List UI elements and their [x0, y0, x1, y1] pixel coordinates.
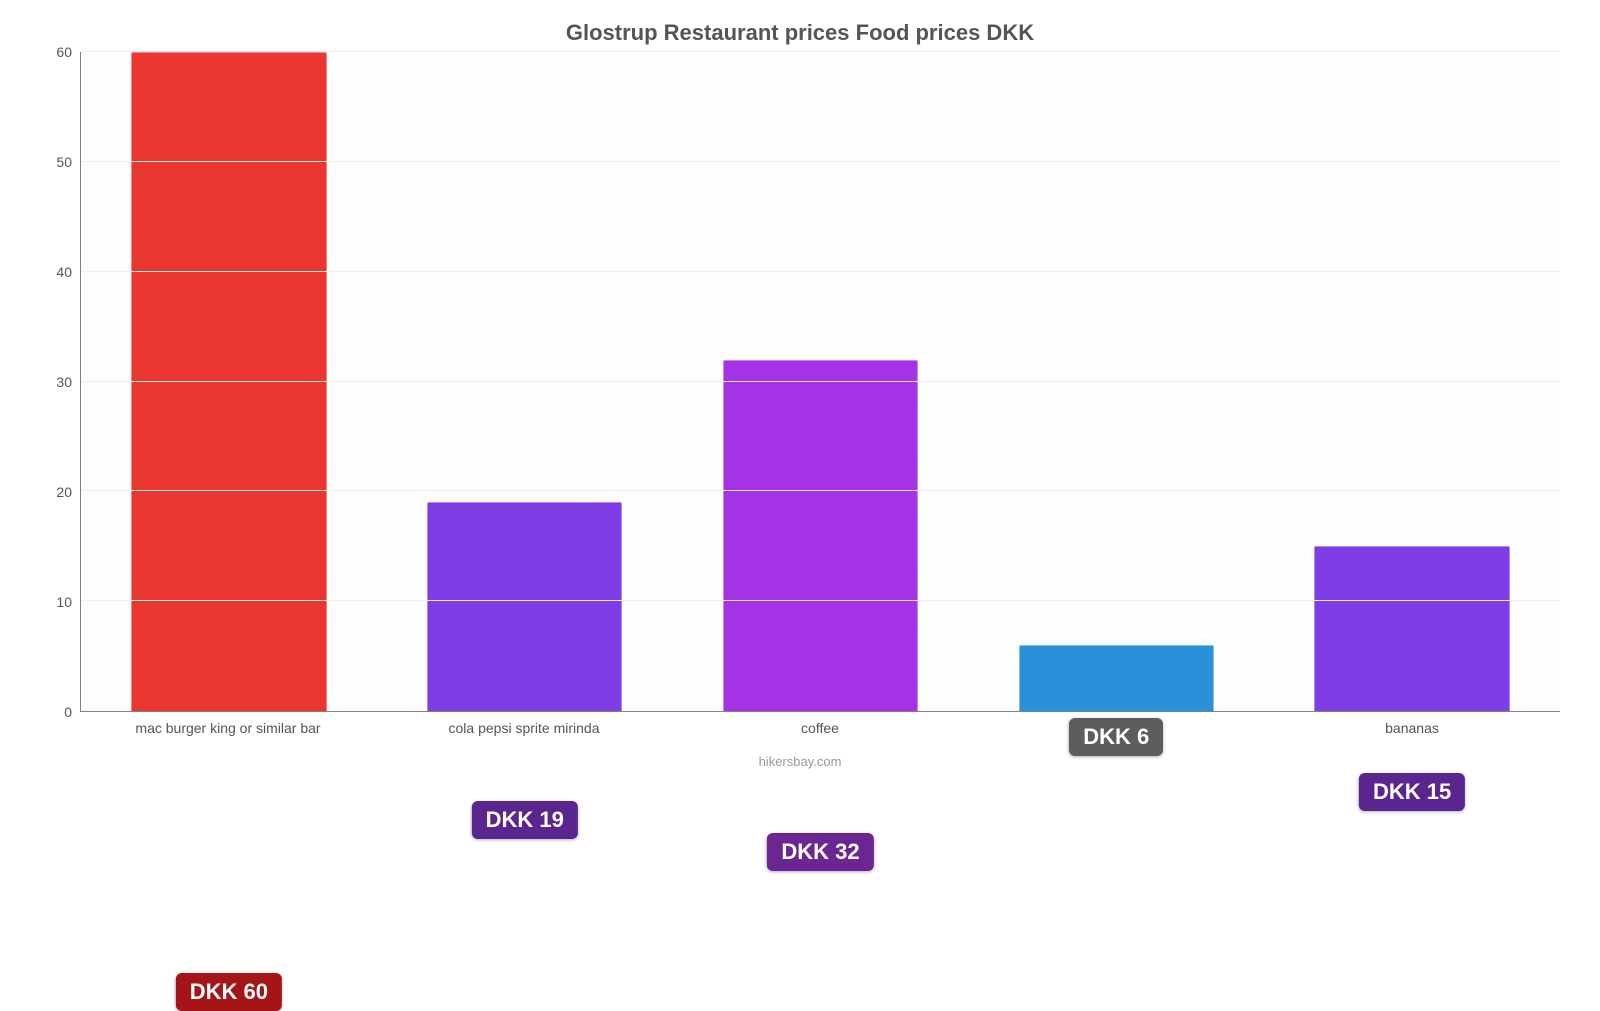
- value-label: DKK 15: [1359, 773, 1465, 811]
- value-label: DKK 60: [176, 973, 282, 1011]
- y-tick-label: 30: [56, 374, 72, 390]
- y-tick-label: 60: [56, 44, 72, 60]
- bar: [723, 360, 918, 711]
- bar-slot: DKK 60: [81, 52, 377, 711]
- x-tick-label: mac burger king or similar bar: [80, 712, 376, 752]
- y-axis: 0102030405060: [40, 52, 80, 712]
- bar: [427, 502, 622, 711]
- value-label: DKK 32: [767, 833, 873, 871]
- gridline: [81, 51, 1560, 52]
- gridline: [81, 161, 1560, 162]
- y-tick-label: 20: [56, 484, 72, 500]
- value-label: DKK 6: [1069, 718, 1163, 756]
- attribution-text: hikersbay.com: [40, 754, 1560, 769]
- bar-slot: DKK 19: [377, 52, 673, 711]
- y-tick-label: 40: [56, 264, 72, 280]
- bar-slot: DKK 6: [968, 52, 1264, 711]
- gridline: [81, 381, 1560, 382]
- bar-slot: DKK 15: [1264, 52, 1560, 711]
- y-tick-label: 0: [64, 704, 72, 720]
- gridline: [81, 271, 1560, 272]
- price-bar-chart: Glostrup Restaurant prices Food prices D…: [40, 20, 1560, 780]
- chart-title: Glostrup Restaurant prices Food prices D…: [40, 20, 1560, 46]
- plot-area: DKK 60DKK 19DKK 32DKK 6DKK 15: [80, 52, 1560, 712]
- gridline: [81, 490, 1560, 491]
- x-tick-label: cola pepsi sprite mirinda: [376, 712, 672, 752]
- gridline: [81, 600, 1560, 601]
- x-tick-label: coffee: [672, 712, 968, 752]
- bar-slot: DKK 32: [673, 52, 969, 711]
- x-axis: mac burger king or similar barcola pepsi…: [80, 712, 1560, 752]
- plot-row: 0102030405060 DKK 60DKK 19DKK 32DKK 6DKK…: [40, 52, 1560, 712]
- y-tick-label: 10: [56, 594, 72, 610]
- bars-container: DKK 60DKK 19DKK 32DKK 6DKK 15: [81, 52, 1560, 711]
- bar: [1019, 645, 1214, 711]
- value-label: DKK 19: [472, 801, 578, 839]
- y-tick-label: 50: [56, 154, 72, 170]
- x-tick-label: bananas: [1264, 712, 1560, 752]
- bar: [131, 52, 326, 711]
- bar: [1314, 546, 1509, 711]
